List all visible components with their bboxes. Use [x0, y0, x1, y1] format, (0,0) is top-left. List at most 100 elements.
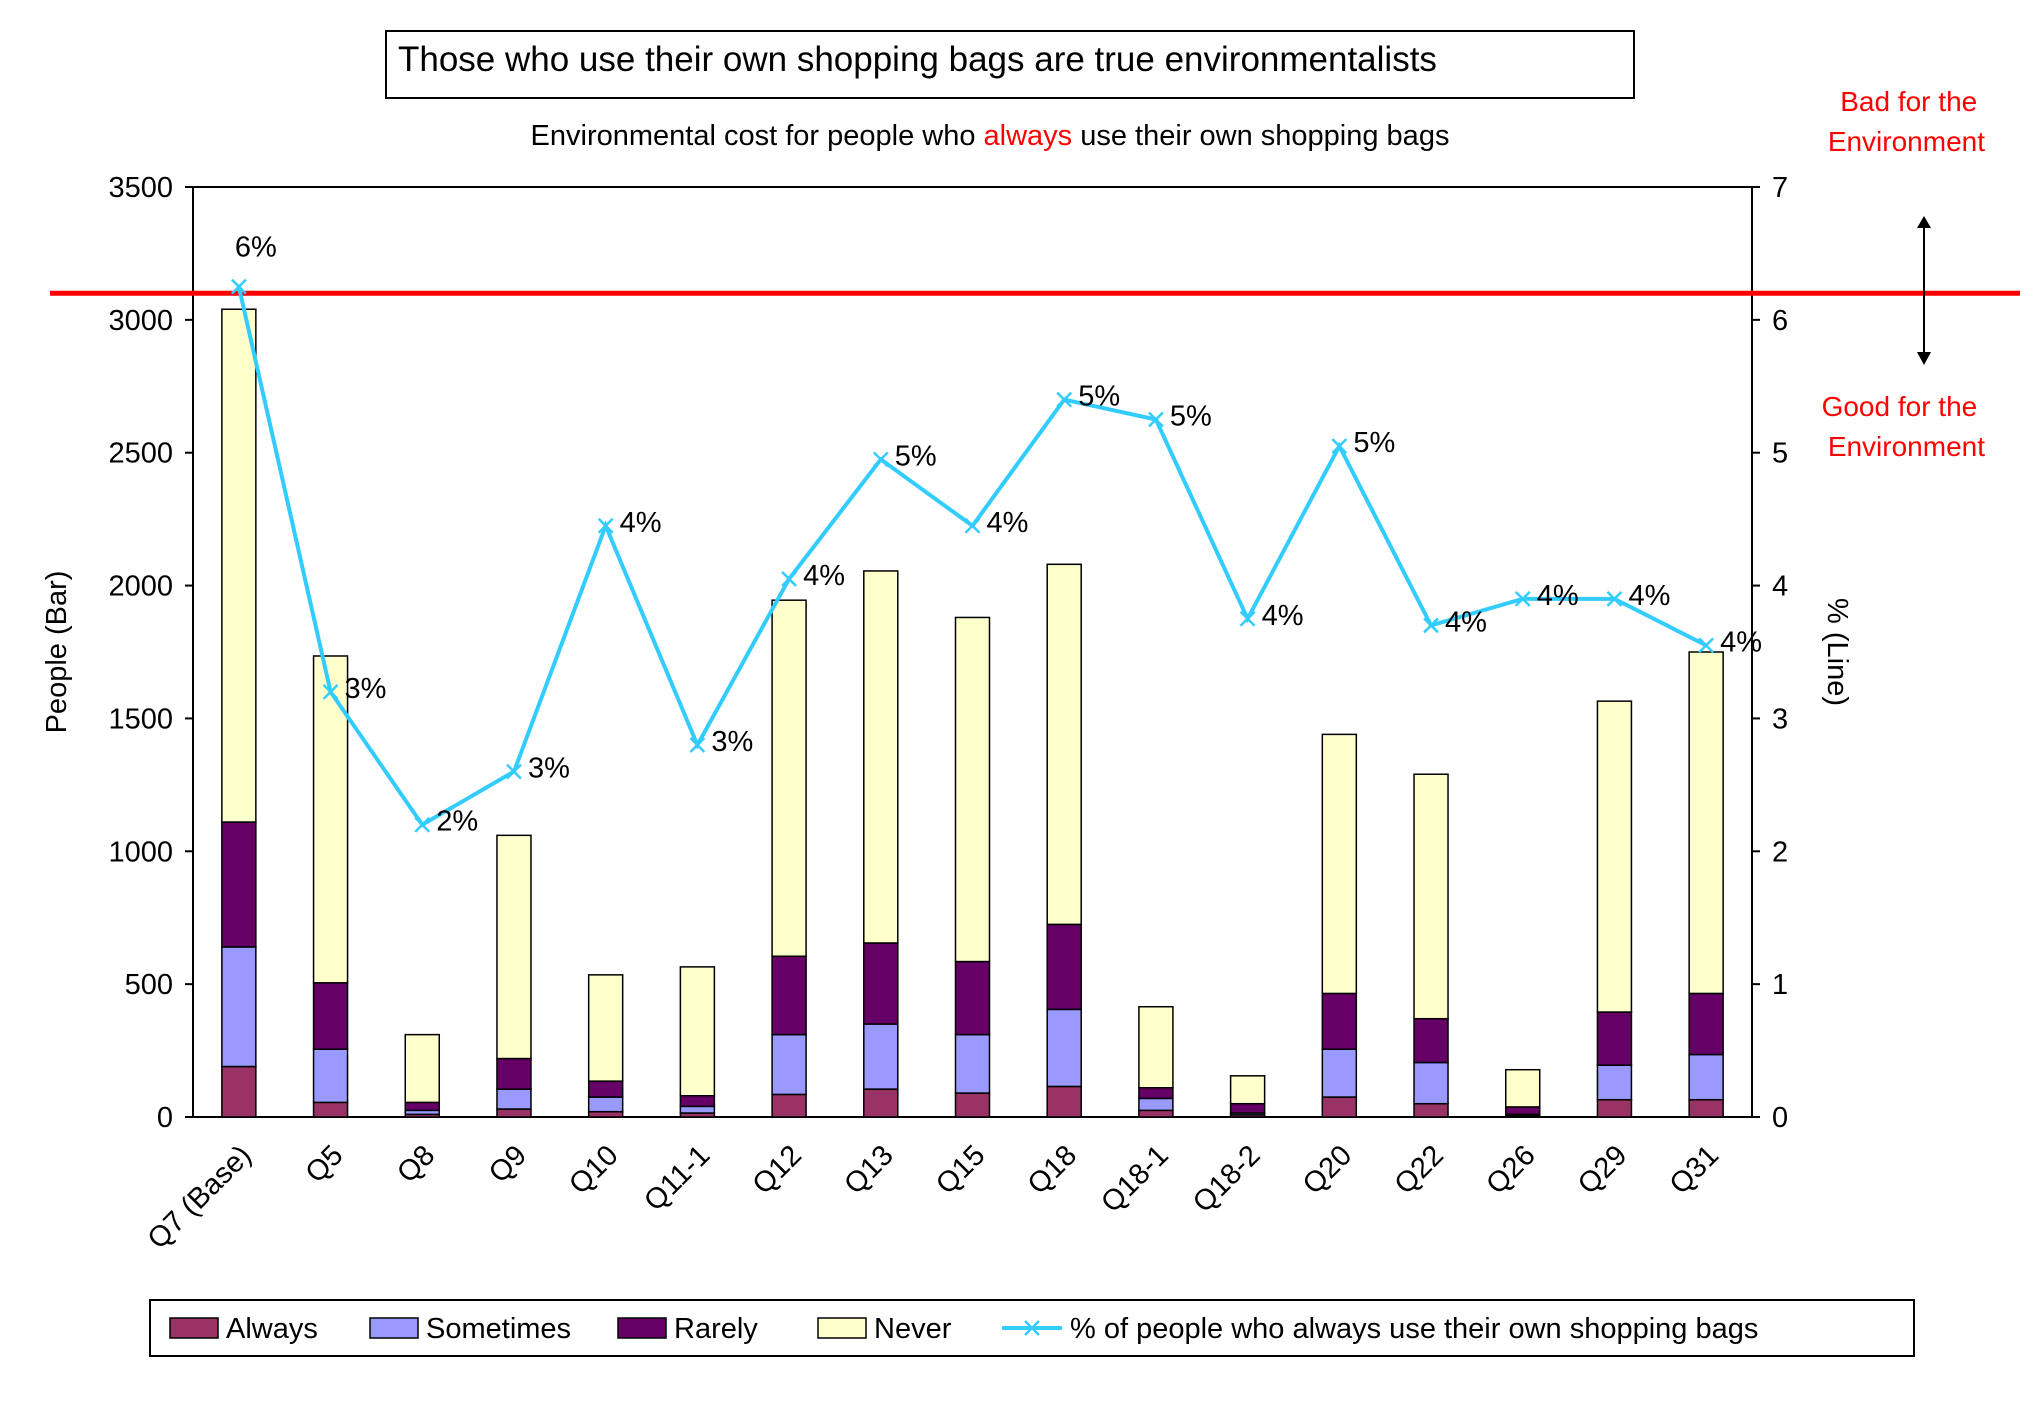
arrow-up-head — [1917, 216, 1931, 228]
line-data-label: 4% — [1445, 606, 1487, 638]
good-line-2: Environment — [1828, 431, 1985, 462]
bar-always-6 — [771, 1093, 807, 1118]
bar-sometimes-15 — [1596, 1064, 1633, 1101]
bar-rarely-2 — [404, 1101, 441, 1112]
bar-always-1 — [312, 1101, 349, 1118]
bar-never-0 — [221, 308, 257, 823]
line-point-0 — [230, 278, 247, 295]
line-point-15 — [1606, 590, 1623, 607]
line-point-16 — [1698, 637, 1715, 654]
x-tick-label: Q29 — [1572, 1139, 1633, 1200]
good-line-1: Good for the — [1822, 391, 1978, 422]
bar-sometimes-6 — [771, 1033, 807, 1096]
bar-always-9 — [1046, 1085, 1082, 1118]
line-point-13 — [1423, 617, 1439, 634]
line-point-4 — [597, 517, 614, 534]
bar-always-4 — [587, 1110, 624, 1118]
x-tick-label: Q8 — [391, 1139, 441, 1189]
y-tick-label: 2000 — [108, 571, 173, 603]
legend-line-marker — [1024, 1320, 1040, 1336]
subtitle-highlight: always — [984, 120, 1073, 152]
x-tick-label: Q12 — [747, 1139, 808, 1200]
bar-always-8 — [954, 1092, 991, 1118]
chart-subtitle: Environmental cost for people who always… — [531, 120, 1450, 152]
y-tick-label: 500 — [125, 969, 173, 1001]
bar-never-12 — [1321, 733, 1358, 995]
bar-rarely-16 — [1688, 992, 1724, 1056]
bar-rarely-14 — [1504, 1106, 1541, 1116]
bar-sometimes-7 — [863, 1023, 899, 1090]
bar-sometimes-0 — [221, 946, 257, 1068]
line-data-label: 4% — [1262, 600, 1304, 632]
bar-never-8 — [954, 616, 991, 963]
point-marker — [1514, 590, 1531, 607]
bar-never-7 — [863, 570, 899, 944]
point-marker — [414, 816, 431, 833]
x-tick-label: Q9 — [483, 1139, 533, 1189]
bar-rarely-13 — [1413, 1017, 1449, 1064]
bar-never-2 — [404, 1033, 441, 1104]
bar-rarely-3 — [496, 1057, 532, 1090]
x-tick-label: Q26 — [1480, 1139, 1541, 1200]
bar-sometimes-10 — [1138, 1097, 1174, 1112]
x-tick-label: Q31 — [1664, 1139, 1725, 1200]
line-data-label: 2% — [436, 806, 478, 838]
y2-axis-title: % (Line) — [1821, 598, 1853, 706]
point-marker — [322, 683, 339, 700]
bar-never-13 — [1413, 773, 1449, 1020]
point-marker — [1606, 590, 1623, 607]
legend-label: Always — [226, 1313, 318, 1345]
line-data-label: 4% — [1537, 580, 1579, 612]
bar-rarely-11 — [1229, 1102, 1266, 1114]
y2-tick-label: 2 — [1772, 836, 1788, 868]
bar-rarely-1 — [312, 982, 349, 1050]
x-tick-label: Q7 (Base) — [142, 1139, 258, 1255]
line-point-11 — [1239, 610, 1256, 627]
legend-swatch-always — [169, 1317, 219, 1339]
line-data-label: 3% — [345, 673, 387, 705]
line-data-label: 5% — [895, 440, 937, 472]
line-point-5 — [689, 737, 706, 753]
legend-swatch-sometimes — [369, 1317, 419, 1339]
y-tick-label: 1500 — [108, 703, 173, 735]
bar-never-4 — [587, 974, 624, 1082]
line-data-label: 5% — [1078, 381, 1120, 413]
bar-rarely-6 — [771, 955, 807, 1036]
y2-tick-label: 1 — [1772, 969, 1788, 1001]
x-tick-label: Q13 — [838, 1139, 899, 1200]
legend-swatch-rarely — [617, 1317, 667, 1339]
bar-sometimes-12 — [1321, 1048, 1358, 1098]
line-data-label: 4% — [803, 560, 845, 592]
bar-never-1 — [312, 655, 349, 984]
point-marker — [1148, 411, 1164, 428]
bar-rarely-7 — [863, 942, 899, 1025]
bar-rarely-15 — [1596, 1011, 1633, 1066]
bar-rarely-4 — [587, 1080, 624, 1098]
line-series: 6% 3% 2% 3% 4% 3% 4% 5% 4% 5% 5% 4% 5% 4% 4% 4% 4% — [230, 232, 1762, 838]
legend-swatch-never — [817, 1317, 867, 1339]
point-marker — [1698, 637, 1715, 654]
bar-always-10 — [1138, 1109, 1174, 1118]
arrow-down-head — [1917, 352, 1931, 365]
bar-rarely-12 — [1321, 992, 1358, 1050]
bar-always-12 — [1321, 1096, 1358, 1118]
x-tick-label: Q18-2 — [1187, 1139, 1267, 1219]
bar-sometimes-5 — [679, 1105, 716, 1114]
bad-line-1: Bad for the — [1840, 86, 1977, 117]
legend-label: % of people who always use their own sho… — [1070, 1313, 1758, 1345]
bar-rarely-5 — [679, 1094, 716, 1108]
line-point-6 — [781, 571, 797, 587]
bar-never-6 — [771, 599, 807, 957]
bar-never-5 — [679, 966, 716, 1097]
x-tick-label: Q20 — [1297, 1139, 1358, 1200]
line-point-10 — [1148, 411, 1164, 428]
point-marker — [1239, 610, 1256, 627]
bar-sometimes-3 — [496, 1088, 532, 1110]
y-tick-label: 3000 — [108, 305, 173, 337]
line-data-label: 4% — [620, 507, 662, 539]
line-data-label: 6% — [235, 232, 277, 264]
point-marker — [597, 517, 614, 534]
line-data-label: 4% — [1628, 580, 1670, 612]
good-annotation: Good for the Environment — [1822, 391, 1986, 462]
